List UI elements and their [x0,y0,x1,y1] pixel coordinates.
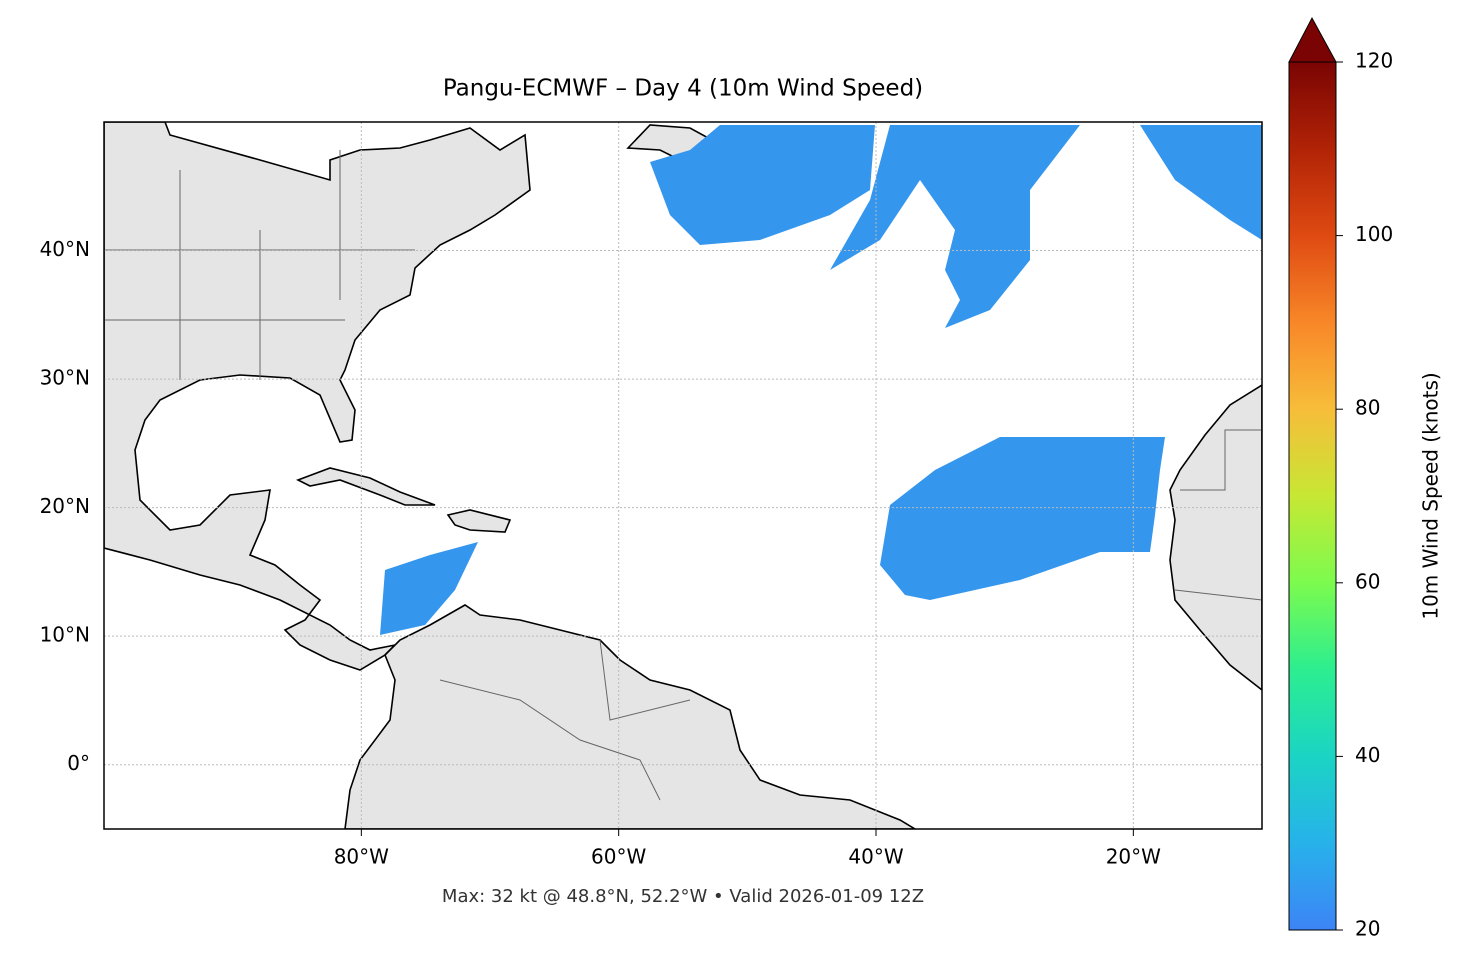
colorbar-tick-label: 40 [1355,743,1380,767]
y-tick-label: 10°N [40,623,90,647]
x-tick-label: 20°W [1106,845,1161,869]
map-title: Pangu-ECMWF – Day 4 (10m Wind Speed) [443,76,923,102]
x-tick-label: 60°W [591,845,646,869]
colorbar [1288,61,1337,931]
y-tick-label: 20°N [40,494,90,518]
colorbar-extend [1288,16,1337,63]
colorbar-tick-label: 80 [1355,396,1380,420]
country-borders [104,150,1262,801]
wind-region [880,437,1165,600]
colorbar-tick-label: 20 [1355,917,1380,941]
wind-region [380,542,478,635]
map-frame [103,121,1263,830]
africa [1169,384,1262,692]
south-america [344,604,917,829]
grid [104,122,1262,829]
y-tick-label: 0° [67,751,90,775]
wind-region [1140,125,1262,240]
cuba [296,467,436,506]
y-tick-label: 30°N [40,366,90,390]
colorbar-tick-label: 100 [1355,222,1393,246]
x-tick-label: 80°W [334,845,389,869]
wind-region [830,125,1080,328]
footer-note: Max: 32 kt @ 48.8°N, 52.2°W • Valid 2026… [442,886,924,907]
x-tick-label: 40°W [848,845,903,869]
colorbar-tick-label: 60 [1355,569,1380,593]
map-area [104,122,1262,829]
y-tick-label: 40°N [40,237,90,261]
hispaniola [446,509,512,533]
colorbar-label: 10m Wind Speed (knots) [1419,372,1443,619]
colorbar-tick-label: 120 [1355,49,1393,73]
wind-region [650,125,875,245]
